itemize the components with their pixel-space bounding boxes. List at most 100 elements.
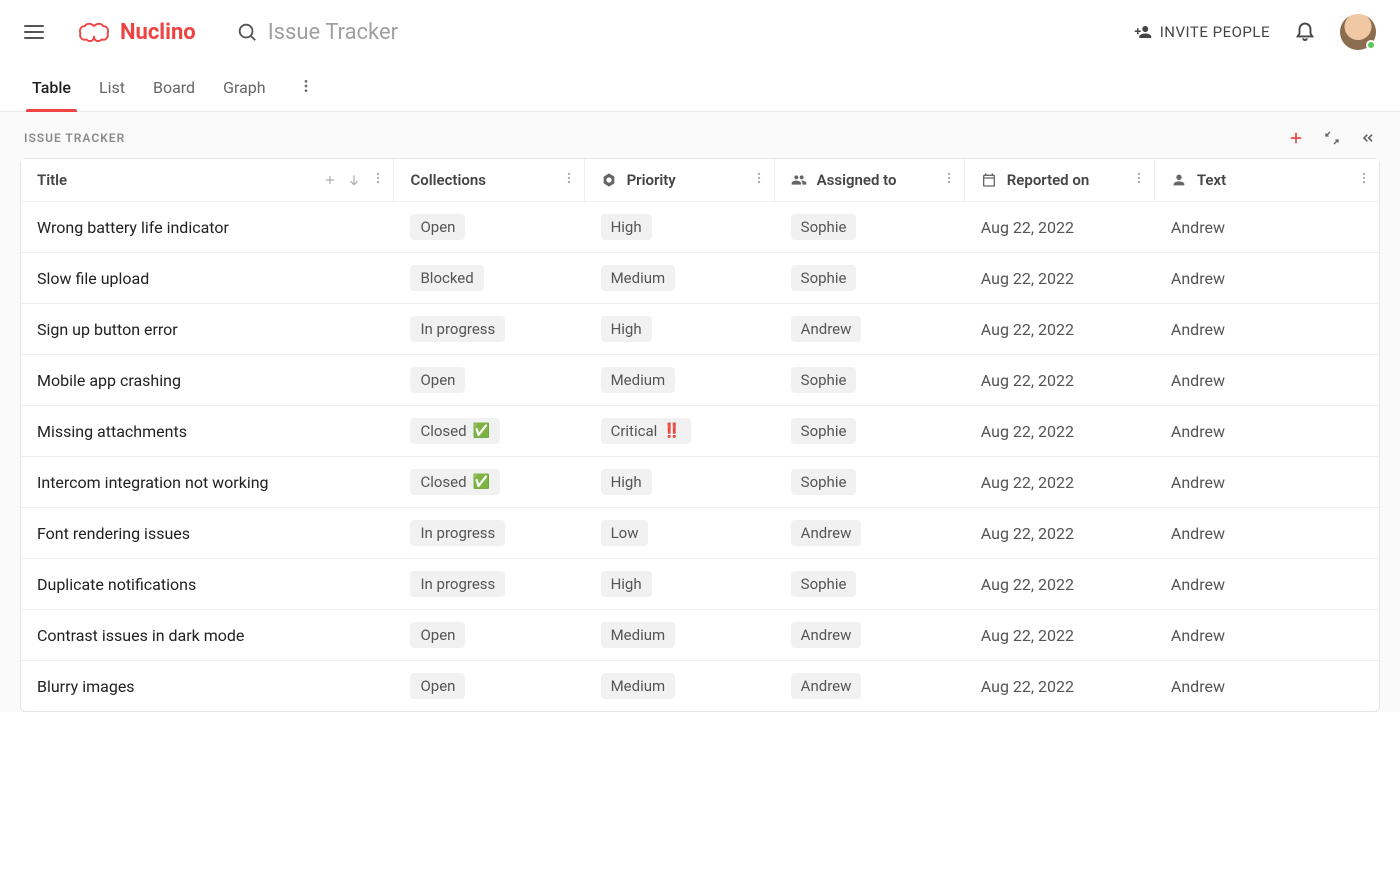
tab-table[interactable]: Table bbox=[32, 64, 71, 111]
add-item-button[interactable] bbox=[1288, 130, 1304, 146]
notifications-button[interactable] bbox=[1294, 19, 1316, 45]
priority-pill: Medium bbox=[601, 367, 676, 393]
cell-priority[interactable]: Medium bbox=[585, 661, 775, 711]
plus-icon bbox=[1288, 130, 1304, 146]
cell-priority[interactable]: High bbox=[585, 304, 775, 355]
table-row[interactable]: Contrast issues in dark modeOpenMediumAn… bbox=[21, 610, 1379, 661]
cell-title[interactable]: Mobile app crashing bbox=[21, 355, 394, 406]
cell-title[interactable]: Missing attachments bbox=[21, 406, 394, 457]
brain-icon bbox=[76, 20, 112, 44]
more-vertical-icon bbox=[562, 171, 576, 185]
cell-collections[interactable]: In progress bbox=[394, 508, 584, 559]
issue-table: Title Collections PriorityAssigned toRepor… bbox=[20, 158, 1380, 712]
collapse-button[interactable] bbox=[1324, 130, 1340, 146]
column-menu-button[interactable] bbox=[752, 171, 766, 189]
column-header-title[interactable]: Title bbox=[21, 159, 394, 202]
column-header-collections[interactable]: Collections bbox=[394, 159, 584, 202]
cell-priority[interactable]: Critical‼️ bbox=[585, 406, 775, 457]
column-header-assigned[interactable]: Assigned to bbox=[775, 159, 965, 202]
cell-assigned[interactable]: Andrew bbox=[775, 304, 965, 355]
column-menu-button[interactable] bbox=[371, 171, 385, 189]
cell-priority[interactable]: Low bbox=[585, 508, 775, 559]
search-area[interactable]: Issue Tracker bbox=[236, 20, 1134, 45]
table-row[interactable]: Mobile app crashingOpenMediumSophieAug 2… bbox=[21, 355, 1379, 406]
cell-title[interactable]: Sign up button error bbox=[21, 304, 394, 355]
brand-logo[interactable]: Nuclino bbox=[76, 20, 196, 45]
plus-icon[interactable] bbox=[323, 173, 337, 187]
cell-priority[interactable]: Medium bbox=[585, 253, 775, 304]
tabs-more-button[interactable] bbox=[294, 74, 318, 102]
tab-list[interactable]: List bbox=[99, 64, 125, 111]
cell-collections[interactable]: In progress bbox=[394, 559, 584, 610]
assigned-pill: Andrew bbox=[791, 673, 862, 699]
tab-label: Graph bbox=[223, 78, 266, 97]
cell-title[interactable]: Wrong battery life indicator bbox=[21, 202, 394, 253]
cell-title[interactable]: Blurry images bbox=[21, 661, 394, 711]
cell-collections[interactable]: Closed✅ bbox=[394, 457, 584, 508]
panel-collapse-button[interactable] bbox=[1360, 130, 1376, 146]
table-row[interactable]: Blurry imagesOpenMediumAndrewAug 22, 202… bbox=[21, 661, 1379, 711]
collections-pill: Open bbox=[410, 214, 465, 240]
column-menu-button[interactable] bbox=[1357, 171, 1371, 189]
cell-assigned[interactable]: Sophie bbox=[775, 559, 965, 610]
cell-reported: Aug 22, 2022 bbox=[965, 508, 1155, 559]
column-header-text[interactable]: Text bbox=[1155, 159, 1379, 202]
table-row[interactable]: Font rendering issues In progress LowAndre… bbox=[21, 508, 1379, 559]
table-row[interactable]: Slow file uploadBlocked Medium SophieAug 2… bbox=[21, 253, 1379, 304]
column-label: Collections bbox=[410, 171, 486, 189]
cell-reported: Aug 22, 2022 bbox=[965, 304, 1155, 355]
assigned-pill: Sophie bbox=[791, 571, 857, 597]
column-menu-button[interactable] bbox=[562, 171, 576, 189]
collections-pill: In progress bbox=[410, 571, 505, 597]
cell-assigned[interactable]: Sophie bbox=[775, 457, 965, 508]
column-menu-button[interactable] bbox=[1132, 171, 1146, 189]
cell-collections[interactable]: In progress bbox=[394, 304, 584, 355]
collections-pill: In progress bbox=[410, 520, 505, 546]
table-row[interactable]: Duplicate notifications In progress High So… bbox=[21, 559, 1379, 610]
assigned-pill: Sophie bbox=[791, 367, 857, 393]
column-header-reported[interactable]: Reported on bbox=[965, 159, 1155, 202]
cell-priority[interactable]: High bbox=[585, 202, 775, 253]
invite-people-button[interactable]: INVITE PEOPLE bbox=[1134, 23, 1270, 41]
cell-assigned[interactable]: Andrew bbox=[775, 508, 965, 559]
cell-text: Andrew bbox=[1155, 661, 1379, 711]
avatar[interactable] bbox=[1340, 14, 1376, 50]
cell-assigned[interactable]: Andrew bbox=[775, 610, 965, 661]
cell-collections[interactable]: Open bbox=[394, 202, 584, 253]
table-row[interactable]: Intercom integration not workingClosed✅H… bbox=[21, 457, 1379, 508]
top-bar: Nuclino Issue Tracker INVITE PEOPLE bbox=[0, 0, 1400, 64]
cell-assigned[interactable]: Sophie bbox=[775, 406, 965, 457]
priority-pill: Medium bbox=[601, 265, 676, 291]
cell-assigned[interactable]: Sophie bbox=[775, 355, 965, 406]
menu-icon[interactable] bbox=[24, 20, 48, 44]
cell-priority[interactable]: Medium bbox=[585, 610, 775, 661]
cell-title[interactable]: Font rendering issues bbox=[21, 508, 394, 559]
cell-collections[interactable]: Blocked bbox=[394, 253, 584, 304]
tab-board[interactable]: Board bbox=[153, 64, 195, 111]
cell-title[interactable]: Intercom integration not working bbox=[21, 457, 394, 508]
cell-title[interactable]: Contrast issues in dark mode bbox=[21, 610, 394, 661]
cell-priority[interactable]: Medium bbox=[585, 355, 775, 406]
cell-assigned[interactable]: Andrew bbox=[775, 661, 965, 711]
sort-arrow-icon[interactable] bbox=[347, 173, 361, 187]
section-title: ISSUE TRACKER bbox=[24, 131, 125, 145]
cell-text: Andrew bbox=[1155, 253, 1379, 304]
cell-priority[interactable]: High bbox=[585, 559, 775, 610]
cell-collections[interactable]: Open bbox=[394, 610, 584, 661]
column-header-priority[interactable]: Priority bbox=[585, 159, 775, 202]
table-row[interactable]: Missing attachmentsClosed✅Critical‼️Soph… bbox=[21, 406, 1379, 457]
cell-title[interactable]: Duplicate notifications bbox=[21, 559, 394, 610]
cell-assigned[interactable]: Sophie bbox=[775, 253, 965, 304]
cell-collections[interactable]: Closed✅ bbox=[394, 406, 584, 457]
column-menu-button[interactable] bbox=[942, 171, 956, 189]
cell-title[interactable]: Slow file upload bbox=[21, 253, 394, 304]
table-row[interactable]: Sign up button errorIn progressHighAndre… bbox=[21, 304, 1379, 355]
cell-reported: Aug 22, 2022 bbox=[965, 253, 1155, 304]
cell-priority[interactable]: High bbox=[585, 457, 775, 508]
cell-collections[interactable]: Open bbox=[394, 355, 584, 406]
invite-icon bbox=[1134, 23, 1152, 41]
cell-collections[interactable]: Open bbox=[394, 661, 584, 711]
table-row[interactable]: Wrong battery life indicator Open HighSoph… bbox=[21, 202, 1379, 253]
tab-graph[interactable]: Graph bbox=[223, 64, 266, 111]
cell-assigned[interactable]: Sophie bbox=[775, 202, 965, 253]
